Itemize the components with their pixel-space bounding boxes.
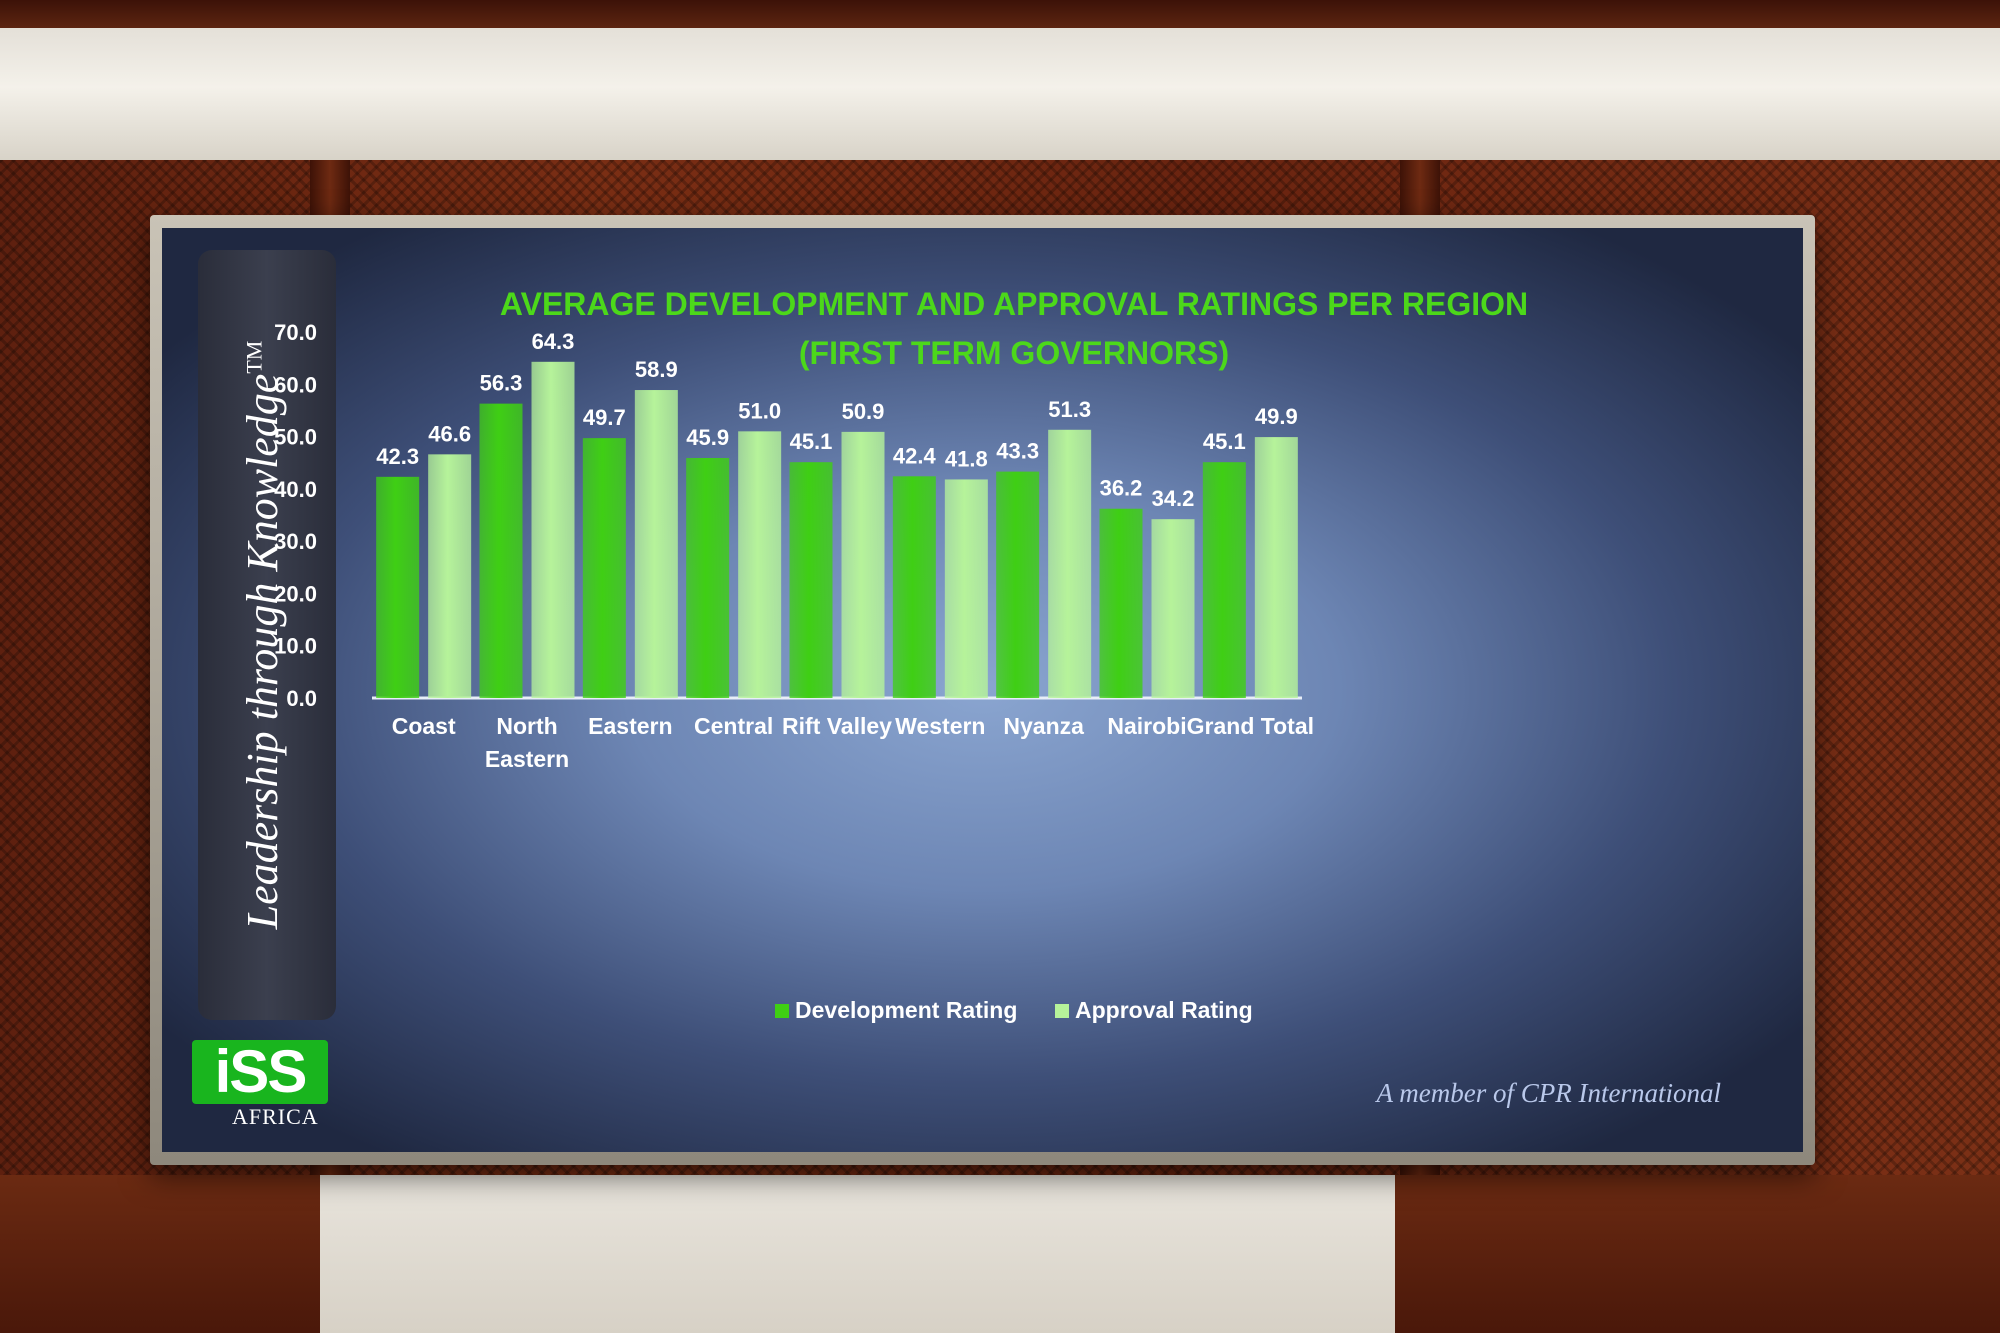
category-label: Central [694,713,773,739]
approval-bar [1048,429,1092,698]
logo-subtext: AFRICA [232,1104,319,1129]
category-label: Eastern [485,746,569,772]
y-tick-label: 40.0 [274,477,317,502]
y-tick-label: 30.0 [274,529,317,554]
category-label: Western [895,713,985,739]
bar-value-label: 34.2 [1152,486,1195,511]
chart-title: AVERAGE DEVELOPMENT AND APPROVAL RATINGS… [500,286,1528,322]
legend-label: Approval Rating [1075,997,1253,1023]
bar-value-label: 49.7 [583,405,626,430]
ceiling-valance [0,28,2000,164]
legend-label: Development Rating [795,997,1017,1023]
legend-approval-swatch [1055,1004,1069,1018]
bar-value-label: 58.9 [635,357,678,382]
category-label: Coast [392,713,456,739]
approval-bar [1151,519,1195,698]
category-label: Grand Total [1187,713,1314,739]
bar-value-label: 64.3 [532,329,575,354]
category-label: Nyanza [1003,713,1084,739]
y-tick-label: 60.0 [274,372,317,397]
category-label: North [496,713,557,739]
development-bar [582,438,626,698]
development-bar [996,471,1040,698]
bar-value-label: 41.8 [945,446,988,471]
bar-value-label: 36.2 [1100,476,1143,501]
bar-value-label: 46.6 [428,421,471,446]
development-bar [376,476,420,698]
lower-cabinet-left [0,1175,320,1333]
lower-wall-gap [320,1175,1395,1333]
bar-value-label: 51.0 [738,398,781,423]
development-bar [1202,462,1246,698]
lower-cabinet-right [1395,1175,2000,1333]
approval-bar [841,431,885,698]
footer-member-text: A member of CPR International [1376,1078,1721,1108]
approval-bar [634,390,678,698]
bar-value-label: 50.9 [842,399,885,424]
bar-value-label: 43.3 [996,439,1039,464]
bar-value-label: 51.3 [1048,397,1091,422]
logo-text: iSS [214,1038,308,1105]
y-tick-label: 0.0 [286,686,317,711]
development-bar [789,462,833,698]
iss-logo: iSS [192,1040,328,1104]
category-label: Nairobi [1107,713,1186,739]
bar-value-label: 45.9 [686,425,729,450]
approval-bar [428,454,472,698]
tv-screen: Leadership through KnowledgeTM AVERAGE D… [162,228,1803,1152]
legend: Development Rating Approval Rating [775,997,1253,1023]
sidebar-panel [198,250,336,1020]
approval-bar [1254,437,1298,698]
chart-subtitle: (FIRST TERM GOVERNORS) [799,335,1229,371]
category-label: Eastern [588,713,672,739]
development-bar [1099,508,1143,698]
bar-value-label: 49.9 [1255,404,1298,429]
x-axis: Coast North Eastern Eastern Central Rift Vall… [392,713,1314,772]
y-tick-label: 10.0 [274,634,317,659]
legend-development-swatch [775,1004,789,1018]
bars-group: 42.3 46.6 56.3 64.3 49.7 58.9 45.9 51.0 45.1 50.9… [376,329,1298,698]
y-tick-label: 50.0 [274,425,317,450]
development-bar [686,458,730,698]
bar-chart: AVERAGE DEVELOPMENT AND APPROVAL RATINGS… [274,286,1528,1023]
bar-value-label: 45.1 [1203,429,1246,454]
approval-bar [944,479,988,698]
y-tick-label: 20.0 [274,581,317,606]
y-tick-label: 70.0 [274,320,317,345]
development-bar [479,403,523,698]
bar-value-label: 42.4 [893,443,937,468]
category-label: Rift Valley [782,713,892,739]
bar-value-label: 42.3 [376,444,419,469]
bar-value-label: 56.3 [480,371,523,396]
y-axis: 0.0 10.0 20.0 30.0 40.0 50.0 60.0 70.0 [274,320,1302,711]
bar-value-label: 45.1 [790,429,833,454]
approval-bar [738,431,782,698]
approval-bar [531,361,575,698]
development-bar [892,476,936,698]
